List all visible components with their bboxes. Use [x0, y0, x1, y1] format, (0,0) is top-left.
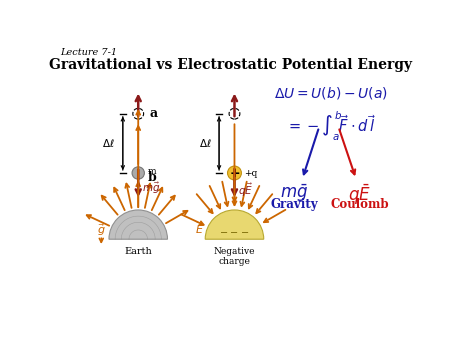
- Text: −: −: [220, 228, 228, 238]
- Text: m: m: [148, 167, 156, 176]
- Text: −: −: [230, 228, 238, 238]
- Text: $\Delta\ell$: $\Delta\ell$: [198, 137, 211, 149]
- Circle shape: [132, 167, 144, 179]
- Text: $\Delta\ell$: $\Delta\ell$: [103, 137, 115, 149]
- Circle shape: [229, 108, 240, 119]
- Text: $m\vec{g}$: $m\vec{g}$: [142, 181, 161, 196]
- Text: $m\bar{g}$: $m\bar{g}$: [280, 183, 309, 204]
- Text: +q: +q: [244, 169, 258, 177]
- Text: $q\vec{E}$: $q\vec{E}$: [238, 181, 253, 199]
- Text: Coulomb: Coulomb: [331, 198, 389, 211]
- Circle shape: [228, 166, 241, 180]
- Text: $\Delta U = U(b)-U(a)$: $\Delta U = U(b)-U(a)$: [274, 85, 387, 101]
- Text: $= -\int_a^b\!\vec{F}\cdot d\vec{\,l}$: $= -\int_a^b\!\vec{F}\cdot d\vec{\,l}$: [286, 110, 376, 143]
- Wedge shape: [205, 210, 264, 239]
- Text: Earth: Earth: [124, 247, 152, 256]
- Text: b: b: [148, 171, 156, 184]
- Wedge shape: [109, 210, 167, 239]
- Circle shape: [133, 108, 144, 119]
- Text: $q\bar{E}$: $q\bar{E}$: [348, 183, 372, 208]
- Text: Gravity: Gravity: [271, 198, 318, 211]
- Text: $\vec{g}$: $\vec{g}$: [97, 222, 106, 238]
- Text: −: −: [241, 228, 249, 238]
- Text: Gravitational vs Electrostatic Potential Energy: Gravitational vs Electrostatic Potential…: [49, 57, 412, 72]
- Text: Lecture 7-1: Lecture 7-1: [60, 48, 117, 57]
- Text: a: a: [149, 107, 157, 120]
- Text: $\vec{E}$: $\vec{E}$: [195, 220, 204, 236]
- Text: +: +: [229, 167, 240, 179]
- Text: Negative
charge: Negative charge: [214, 247, 255, 266]
